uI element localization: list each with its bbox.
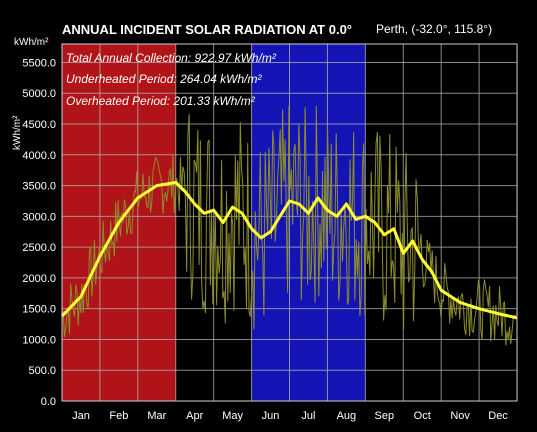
- underheated-period-total: Underheated Period: 264.04 kWh/m²: [66, 72, 262, 86]
- x-tick-label-jul: Jul: [301, 410, 315, 422]
- x-tick-label-sep: Sep: [375, 410, 395, 422]
- x-tick-label-may: May: [222, 410, 243, 422]
- y-tick-label-9: 4500.0: [22, 119, 56, 131]
- x-tick-label-jun: Jun: [262, 410, 280, 422]
- y-axis-label-side: kWh/m²: [12, 115, 23, 150]
- y-tick-label-0: 0.0: [41, 396, 56, 408]
- daily-radiation-line: [61, 105, 517, 346]
- x-tick-label-feb: Feb: [109, 410, 128, 422]
- y-tick-label-8: 4000.0: [22, 150, 56, 162]
- y-tick-label-11: 5500.0: [22, 57, 56, 69]
- chart-location: Perth, (-32.0°, 115.8°): [376, 22, 493, 36]
- y-tick-label-6: 3000.0: [22, 211, 56, 223]
- x-tick-label-dec: Dec: [488, 410, 508, 422]
- overheated-period-total: Overheated Period: 201.33 kWh/m²: [66, 94, 255, 108]
- smoothed-radiation-line: [60, 181, 518, 320]
- y-tick-label-5: 2500.0: [22, 242, 56, 254]
- y-axis-unit-top: kWh/m²: [14, 37, 49, 48]
- x-tick-label-aug: Aug: [337, 410, 357, 422]
- y-tick-label-7: 3500.0: [22, 181, 56, 193]
- x-tick-label-apr: Apr: [186, 410, 203, 422]
- y-tick-label-3: 1500.0: [22, 304, 56, 316]
- y-tick-label-10: 5000.0: [22, 88, 56, 100]
- y-tick-label-1: 500.0: [28, 365, 56, 377]
- x-tick-label-oct: Oct: [414, 410, 431, 422]
- x-tick-label-mar: Mar: [147, 410, 166, 422]
- plot-frame: [61, 43, 518, 402]
- total-annual-collection: Total Annual Collection: 922.97 kWh/m²: [66, 51, 276, 65]
- y-tick-label-2: 1000.0: [22, 334, 56, 346]
- y-tick-label-4: 2000.0: [22, 273, 56, 285]
- chart-title: ANNUAL INCIDENT SOLAR RADIATION AT 0.0°: [62, 22, 352, 37]
- x-tick-label-jan: Jan: [72, 410, 90, 422]
- x-tick-label-nov: Nov: [450, 410, 470, 422]
